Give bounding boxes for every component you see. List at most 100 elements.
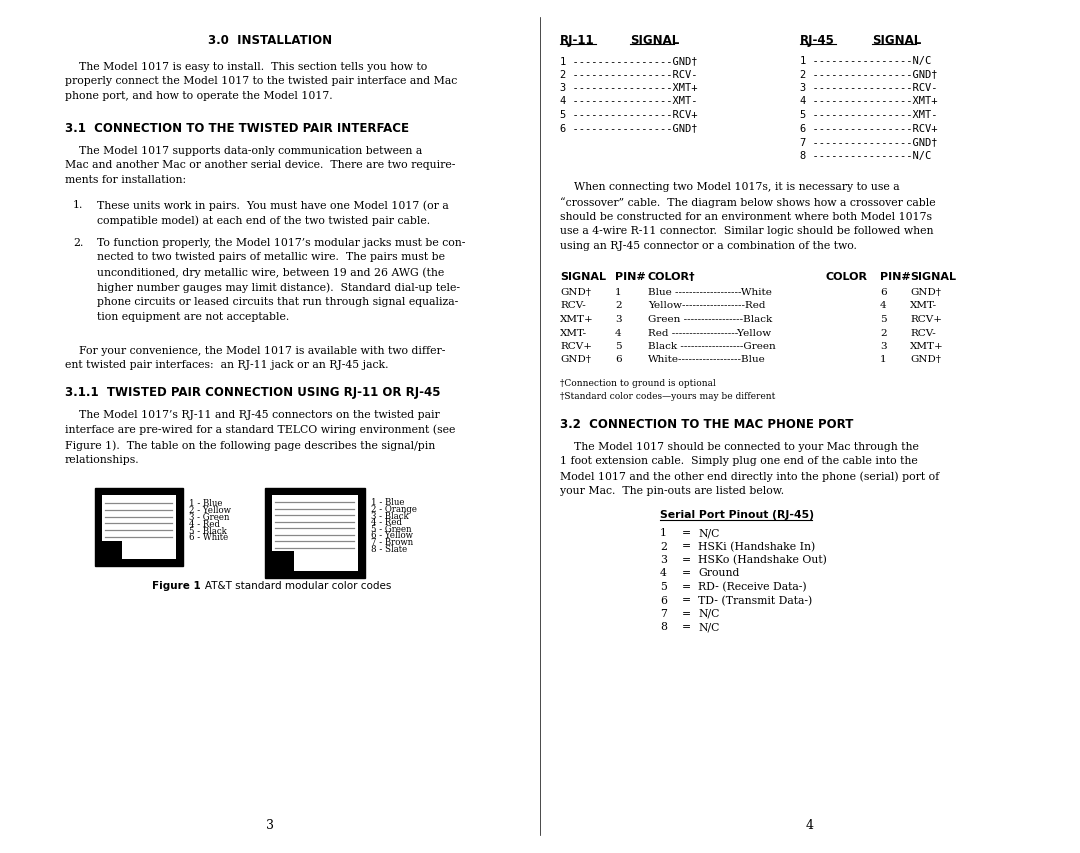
Text: 1 ----------------GND†: 1 ----------------GND† xyxy=(561,56,698,66)
Text: SIGNAL: SIGNAL xyxy=(910,272,956,281)
Text: RCV+: RCV+ xyxy=(561,341,592,351)
Text: 2 - Orange: 2 - Orange xyxy=(372,504,417,514)
Text: 2: 2 xyxy=(615,301,622,310)
Text: †Connection to ground is optional: †Connection to ground is optional xyxy=(561,379,716,387)
Text: 5 ----------------RCV+: 5 ----------------RCV+ xyxy=(561,110,698,120)
Text: The Model 1017 supports data-only communication between a
Mac and another Mac or: The Model 1017 supports data-only commun… xyxy=(65,146,456,184)
Text: 1: 1 xyxy=(660,527,667,537)
Text: 8 ----------------N/C: 8 ----------------N/C xyxy=(800,150,931,160)
Text: 3 - Black: 3 - Black xyxy=(372,511,408,520)
Text: 1 ----------------N/C: 1 ----------------N/C xyxy=(800,56,931,66)
Text: 5: 5 xyxy=(660,581,666,591)
Text: N/C: N/C xyxy=(698,527,719,537)
Text: GND†: GND† xyxy=(910,287,941,297)
Text: These units work in pairs.  You must have one Model 1017 (or a
compatible model): These units work in pairs. You must have… xyxy=(97,200,449,225)
Text: RD- (Receive Data-): RD- (Receive Data-) xyxy=(698,581,807,592)
Text: PIN#: PIN# xyxy=(880,272,910,281)
Text: 5: 5 xyxy=(615,341,622,351)
Text: =: = xyxy=(681,622,691,632)
Text: XMT+: XMT+ xyxy=(561,315,594,323)
Text: RCV+: RCV+ xyxy=(910,315,942,323)
Text: 3: 3 xyxy=(615,315,622,323)
Text: 2: 2 xyxy=(880,328,887,337)
Text: =: = xyxy=(681,608,691,618)
Text: 7 ----------------GND†: 7 ----------------GND† xyxy=(800,136,937,147)
Text: 6: 6 xyxy=(660,595,667,605)
Text: COLOR†: COLOR† xyxy=(648,272,696,281)
Text: 8: 8 xyxy=(660,622,667,632)
Text: =: = xyxy=(681,554,691,565)
Text: 7 - Brown: 7 - Brown xyxy=(372,537,414,546)
Text: 4: 4 xyxy=(615,328,622,337)
Text: Ground: Ground xyxy=(698,568,740,577)
Text: 2.: 2. xyxy=(73,238,83,247)
Text: 1.: 1. xyxy=(73,200,83,210)
Text: Red -------------------Yellow: Red -------------------Yellow xyxy=(648,328,771,337)
Bar xyxy=(95,489,183,566)
Text: TD- (Transmit Data-): TD- (Transmit Data-) xyxy=(698,595,812,605)
Text: 6: 6 xyxy=(615,355,622,364)
Text: GND†: GND† xyxy=(910,355,941,364)
Text: 3: 3 xyxy=(880,341,887,351)
Text: Yellow------------------Red: Yellow------------------Red xyxy=(648,301,766,310)
Text: 6 ----------------GND†: 6 ----------------GND† xyxy=(561,124,698,133)
Text: 3 ----------------RCV-: 3 ----------------RCV- xyxy=(800,83,937,93)
Text: 3: 3 xyxy=(660,554,667,565)
Text: 3.2  CONNECTION TO THE MAC PHONE PORT: 3.2 CONNECTION TO THE MAC PHONE PORT xyxy=(561,417,853,431)
Text: SIGNAL: SIGNAL xyxy=(561,272,606,281)
Text: 4 - Red: 4 - Red xyxy=(372,518,402,526)
Text: White------------------Blue: White------------------Blue xyxy=(648,355,766,364)
Text: 1: 1 xyxy=(880,355,887,364)
Text: 2 ----------------GND†: 2 ----------------GND† xyxy=(800,69,937,79)
Text: XMT-: XMT- xyxy=(910,301,937,310)
Text: =: = xyxy=(681,581,691,591)
Text: RCV-: RCV- xyxy=(910,328,935,337)
Bar xyxy=(265,489,365,578)
Text: Serial Port Pinout (RJ-45): Serial Port Pinout (RJ-45) xyxy=(660,509,814,519)
Text: 6 - White: 6 - White xyxy=(189,533,228,542)
Text: Blue -------------------White: Blue -------------------White xyxy=(648,287,772,297)
Text: 5: 5 xyxy=(880,315,887,323)
Text: PIN#: PIN# xyxy=(615,272,646,281)
Text: 6 ----------------RCV+: 6 ----------------RCV+ xyxy=(800,124,937,133)
Text: 2 - Yellow: 2 - Yellow xyxy=(189,506,231,514)
Text: Green -----------------Black: Green -----------------Black xyxy=(648,315,772,323)
Text: 4: 4 xyxy=(660,568,666,577)
Text: 6: 6 xyxy=(880,287,887,297)
Text: =: = xyxy=(681,595,691,605)
Text: 2 ----------------RCV-: 2 ----------------RCV- xyxy=(561,69,698,79)
Text: Figure 1: Figure 1 xyxy=(152,580,201,590)
Text: HSKo (Handshake Out): HSKo (Handshake Out) xyxy=(698,554,827,565)
Text: XMT-: XMT- xyxy=(561,328,588,337)
Text: 1 - Blue: 1 - Blue xyxy=(189,499,222,508)
Text: RJ-11: RJ-11 xyxy=(561,34,595,47)
Text: 1 - Blue: 1 - Blue xyxy=(372,498,405,507)
Text: 1: 1 xyxy=(615,287,622,297)
Text: 3.1  CONNECTION TO THE TWISTED PAIR INTERFACE: 3.1 CONNECTION TO THE TWISTED PAIR INTER… xyxy=(65,122,409,135)
Text: XMT+: XMT+ xyxy=(910,341,944,351)
Text: RCV-: RCV- xyxy=(561,301,585,310)
Text: 4 ----------------XMT-: 4 ----------------XMT- xyxy=(561,96,698,107)
Text: 3.1.1  TWISTED PAIR CONNECTION USING RJ-11 OR RJ-45: 3.1.1 TWISTED PAIR CONNECTION USING RJ-1… xyxy=(65,386,441,398)
Text: 3.0  INSTALLATION: 3.0 INSTALLATION xyxy=(208,34,332,47)
Polygon shape xyxy=(102,496,176,560)
Text: For your convenience, the Model 1017 is available with two differ-
ent twisted p: For your convenience, the Model 1017 is … xyxy=(65,345,445,370)
Text: 3: 3 xyxy=(266,818,274,831)
Text: N/C: N/C xyxy=(698,608,719,618)
Text: 4: 4 xyxy=(880,301,887,310)
Text: The Model 1017 should be connected to your Mac through the
1 foot extension cabl: The Model 1017 should be connected to yo… xyxy=(561,442,940,496)
Text: 5 - Black: 5 - Black xyxy=(189,526,227,535)
Text: †Standard color codes—yours may be different: †Standard color codes—yours may be diffe… xyxy=(561,392,775,401)
Text: RJ-45: RJ-45 xyxy=(800,34,835,47)
Text: =: = xyxy=(681,568,691,577)
Text: The Model 1017’s RJ-11 and RJ-45 connectors on the twisted pair
interface are pr: The Model 1017’s RJ-11 and RJ-45 connect… xyxy=(65,409,456,464)
Text: 6 - Yellow: 6 - Yellow xyxy=(372,531,413,540)
Text: .  AT&T standard modular color codes: . AT&T standard modular color codes xyxy=(195,580,391,590)
Text: 3 - Green: 3 - Green xyxy=(189,513,229,521)
Text: 8 - Slate: 8 - Slate xyxy=(372,544,407,553)
Text: Black ------------------Green: Black ------------------Green xyxy=(648,341,775,351)
Text: To function properly, the Model 1017’s modular jacks must be con-
nected to two : To function properly, the Model 1017’s m… xyxy=(97,238,465,322)
Text: 5 - Green: 5 - Green xyxy=(372,525,411,533)
Text: The Model 1017 is easy to install.  This section tells you how to
properly conne: The Model 1017 is easy to install. This … xyxy=(65,62,457,101)
Text: =: = xyxy=(681,527,691,537)
